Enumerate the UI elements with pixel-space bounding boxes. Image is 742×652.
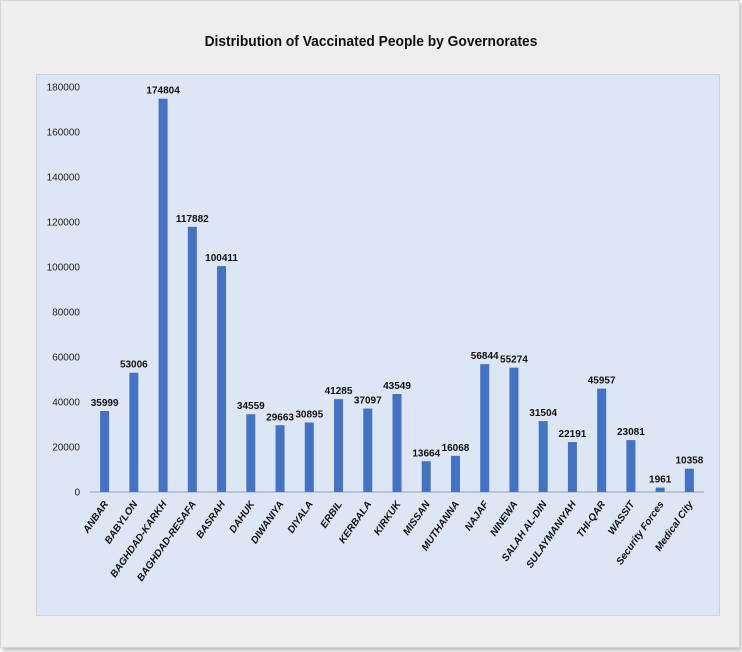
data-label: 174804 — [146, 86, 180, 97]
x-tick-label: BAGHDAD-RESAFA — [135, 499, 199, 583]
data-label: 13664 — [412, 448, 440, 459]
x-tick-label: DIYALA — [286, 499, 316, 535]
x-tick-label: WASSIT — [606, 499, 638, 537]
bar — [655, 487, 665, 492]
bar — [450, 455, 460, 492]
data-label: 55274 — [500, 355, 528, 366]
y-tick-label: 180000 — [47, 83, 81, 94]
x-tick-label: ERBIL — [319, 499, 345, 530]
data-label: 41285 — [325, 386, 353, 397]
bar — [567, 442, 577, 492]
bar — [187, 226, 197, 492]
y-tick-label: 160000 — [47, 128, 81, 139]
x-tick-label: THI-QAR — [575, 499, 608, 540]
x-tick-label: MISSAN — [401, 499, 433, 538]
bar — [684, 468, 694, 492]
bar — [100, 411, 110, 492]
y-tick-label: 0 — [74, 488, 80, 499]
y-tick-label: 80000 — [52, 308, 80, 319]
bar — [597, 388, 607, 492]
data-label: 16068 — [442, 443, 470, 454]
bar — [392, 394, 402, 492]
chart-title: Distribution of Vaccinated People by Gov… — [204, 33, 538, 50]
data-label: 100411 — [205, 253, 238, 264]
bar — [129, 372, 139, 492]
plot-area — [36, 74, 720, 616]
data-label: 22191 — [559, 429, 587, 440]
bar — [217, 266, 227, 492]
bar — [158, 98, 168, 492]
y-tick-label: 20000 — [52, 443, 80, 454]
bar — [363, 408, 373, 492]
y-tick-label: 120000 — [47, 218, 81, 229]
data-label: 35999 — [91, 398, 119, 409]
y-tick-label: 140000 — [47, 173, 81, 184]
data-label: 1961 — [649, 475, 672, 486]
data-label: 43549 — [383, 381, 411, 392]
bar — [334, 399, 344, 492]
y-tick-label: 40000 — [52, 398, 80, 409]
x-tick-label: DAHUK — [228, 499, 258, 536]
data-label: 10358 — [675, 456, 703, 467]
x-tick-label: NINEWA — [488, 499, 520, 538]
bar — [480, 364, 490, 492]
y-tick-label: 100000 — [47, 263, 81, 274]
data-label: 23081 — [617, 427, 645, 438]
bar — [275, 425, 285, 492]
bar — [509, 367, 519, 492]
bar — [538, 421, 548, 492]
data-label: 53006 — [120, 360, 148, 371]
x-tick-label: KIRKUK — [372, 499, 404, 538]
data-label: 45957 — [588, 376, 616, 387]
data-label: 29663 — [266, 412, 294, 423]
data-label: 30895 — [295, 409, 323, 420]
bar — [421, 461, 431, 492]
x-tick-label: ANBAR — [81, 499, 112, 536]
bar — [246, 414, 256, 492]
x-tick-label: NAJAF — [463, 499, 492, 533]
data-label: 56844 — [471, 351, 499, 362]
bar — [304, 422, 314, 492]
data-label: 34559 — [237, 401, 265, 412]
y-tick-label: 60000 — [52, 353, 80, 364]
bar — [626, 440, 636, 492]
data-label: 31504 — [529, 408, 557, 419]
data-label: 117882 — [176, 214, 209, 225]
data-label: 37097 — [354, 396, 382, 407]
x-tick-label: BASRAH — [194, 499, 228, 541]
